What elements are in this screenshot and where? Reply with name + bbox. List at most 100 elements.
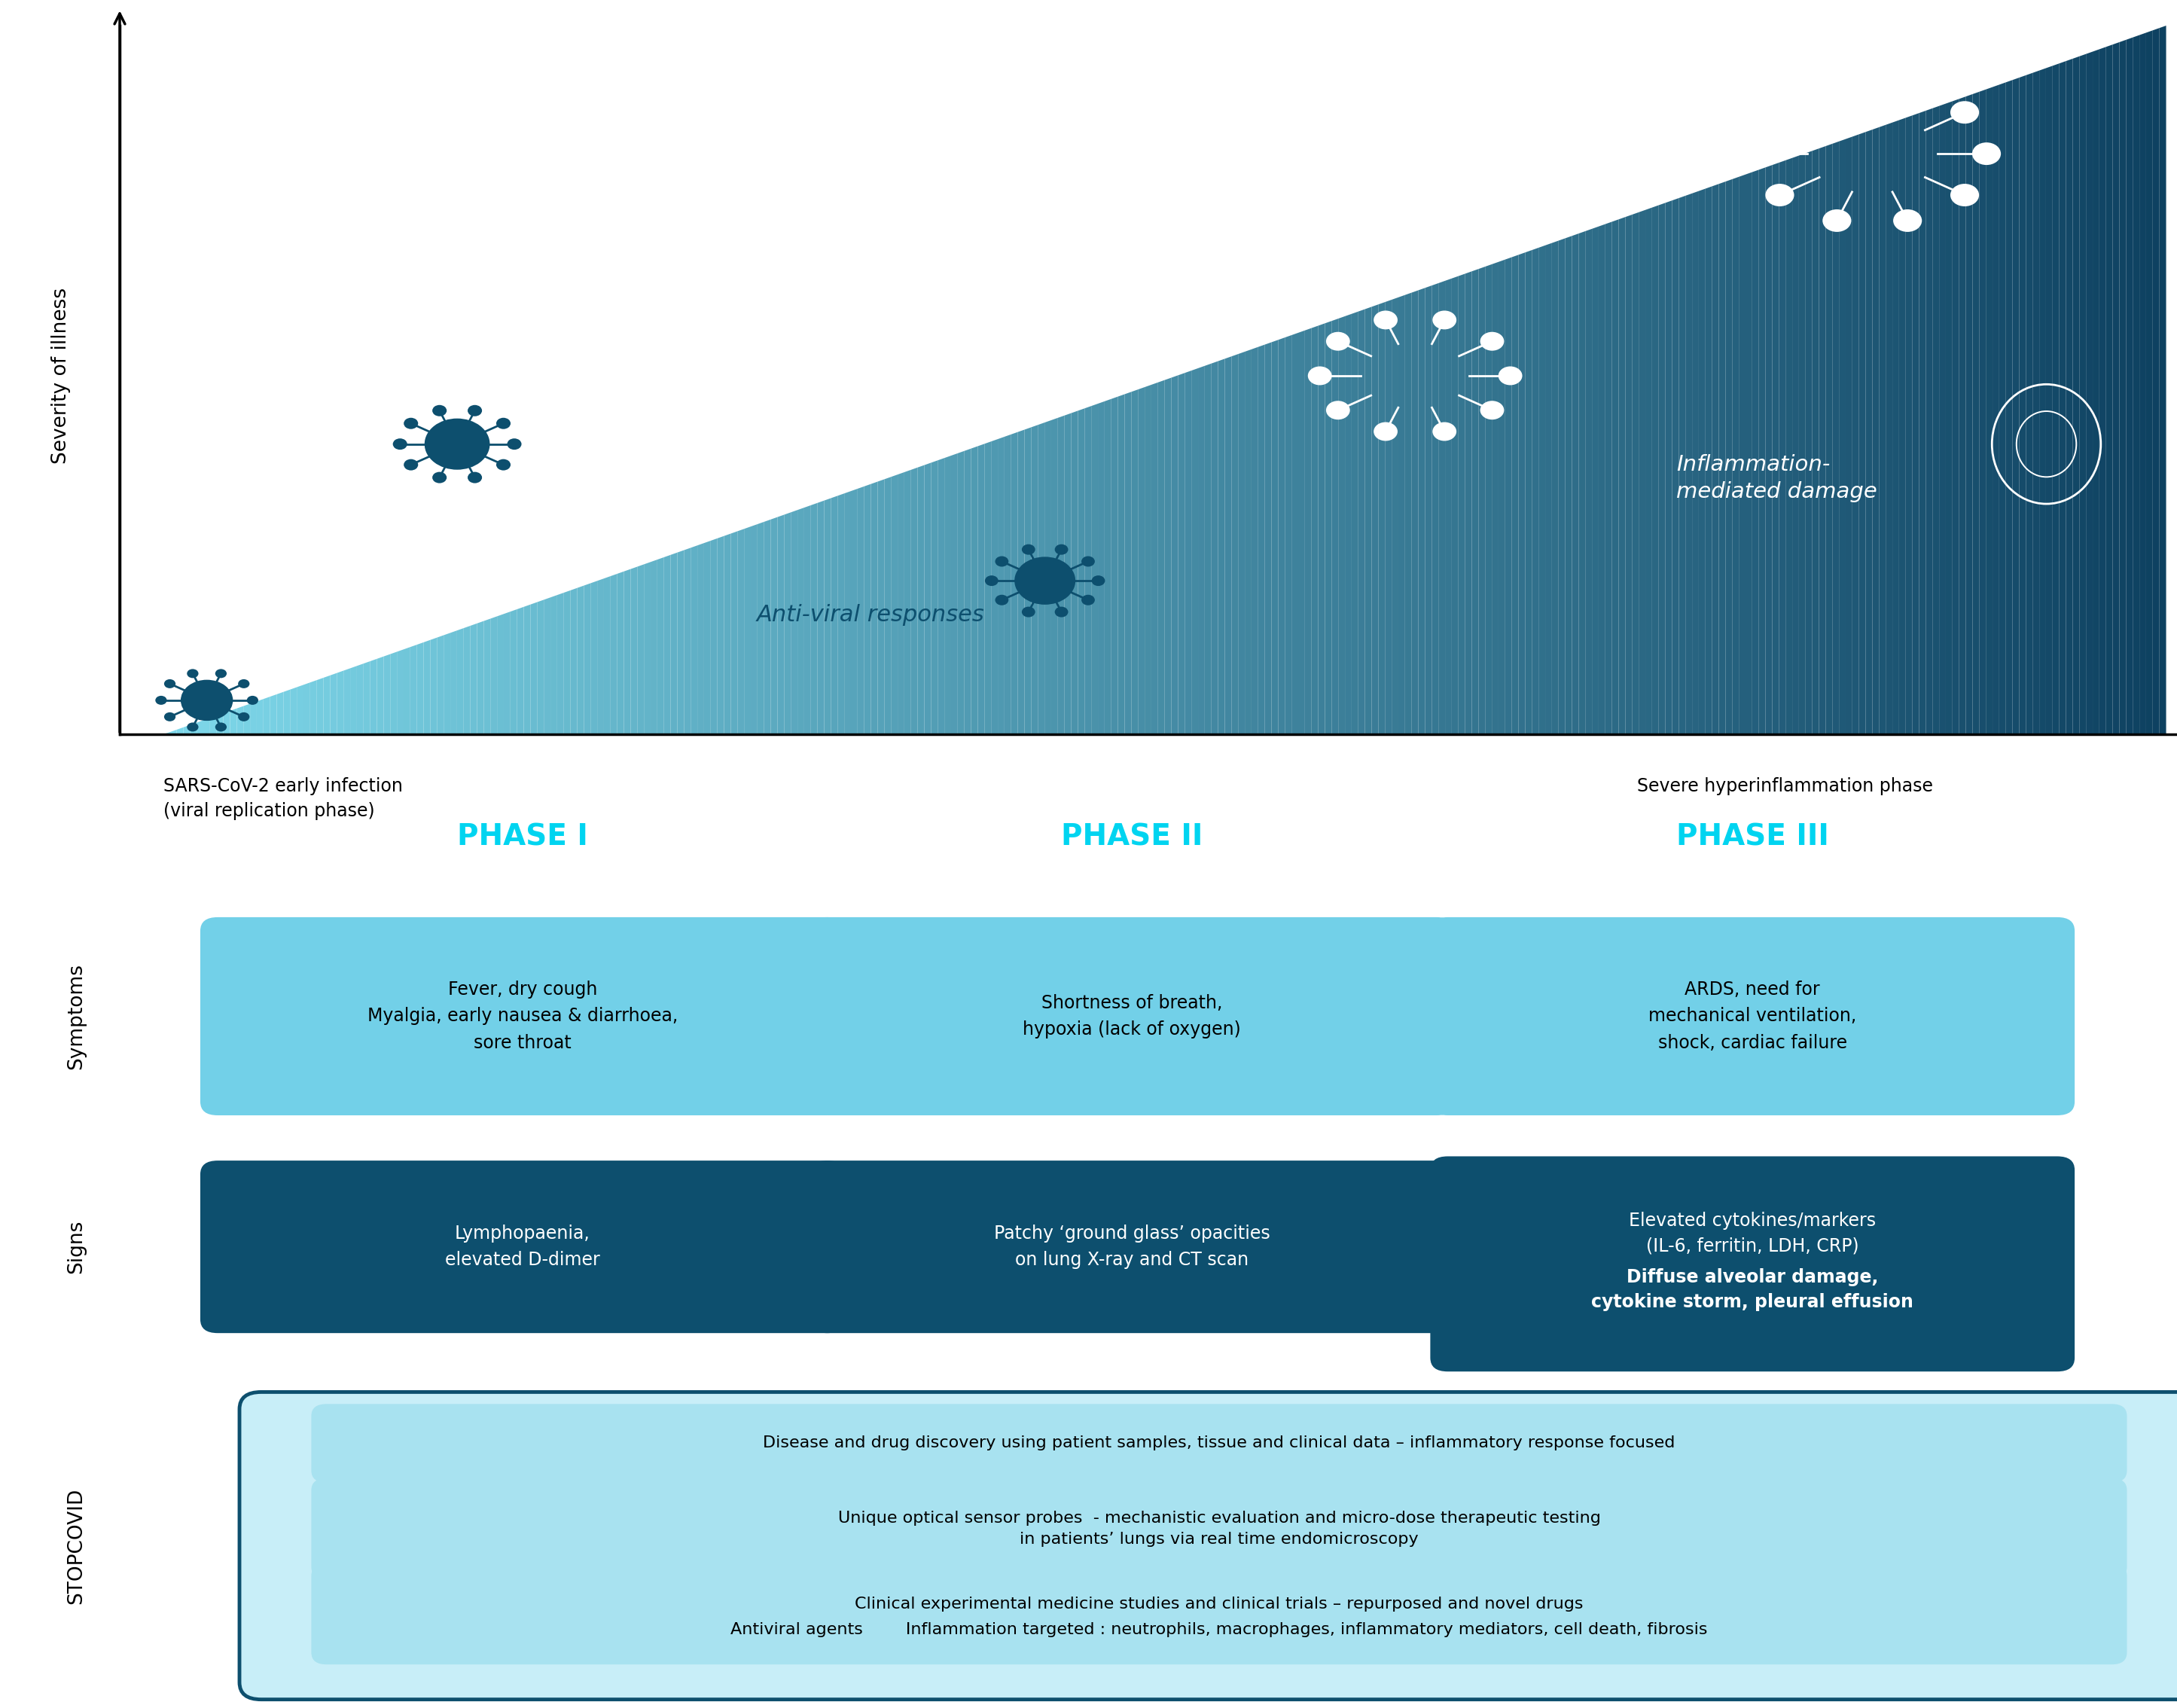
Circle shape xyxy=(1021,606,1036,617)
Polygon shape xyxy=(1019,430,1025,734)
Polygon shape xyxy=(2160,26,2166,734)
Polygon shape xyxy=(544,598,551,734)
FancyBboxPatch shape xyxy=(239,1392,2177,1699)
Polygon shape xyxy=(1178,372,1184,734)
Polygon shape xyxy=(1746,173,1752,734)
Polygon shape xyxy=(483,618,490,734)
Circle shape xyxy=(468,405,481,417)
Circle shape xyxy=(984,576,999,586)
Polygon shape xyxy=(745,526,751,734)
Polygon shape xyxy=(551,594,557,734)
Polygon shape xyxy=(1526,249,1533,734)
Polygon shape xyxy=(1846,137,1853,734)
Polygon shape xyxy=(618,572,625,734)
FancyBboxPatch shape xyxy=(810,917,1454,1115)
Polygon shape xyxy=(1284,335,1291,734)
Polygon shape xyxy=(810,502,819,734)
Polygon shape xyxy=(1252,347,1258,734)
Circle shape xyxy=(468,471,481,483)
Polygon shape xyxy=(764,519,771,734)
Text: Severity of illness: Severity of illness xyxy=(52,287,70,465)
Polygon shape xyxy=(1352,311,1358,734)
Polygon shape xyxy=(1953,99,1959,734)
Circle shape xyxy=(403,459,418,470)
Polygon shape xyxy=(1051,418,1058,734)
Polygon shape xyxy=(1559,239,1565,734)
Circle shape xyxy=(1744,142,1772,166)
Polygon shape xyxy=(503,611,509,734)
Polygon shape xyxy=(1827,143,1833,734)
FancyBboxPatch shape xyxy=(311,1565,2127,1664)
Polygon shape xyxy=(1078,408,1084,734)
Polygon shape xyxy=(170,729,176,734)
Polygon shape xyxy=(997,437,1004,734)
Polygon shape xyxy=(1659,203,1665,734)
Polygon shape xyxy=(1646,208,1652,734)
Polygon shape xyxy=(383,654,390,734)
Polygon shape xyxy=(1811,149,1820,734)
Circle shape xyxy=(433,471,446,483)
Polygon shape xyxy=(1840,138,1846,734)
Polygon shape xyxy=(1071,410,1078,734)
Polygon shape xyxy=(1439,280,1446,734)
Polygon shape xyxy=(797,507,803,734)
Circle shape xyxy=(1480,331,1504,350)
Polygon shape xyxy=(1739,174,1746,734)
Circle shape xyxy=(1498,367,1522,386)
Polygon shape xyxy=(296,685,303,734)
Polygon shape xyxy=(1872,126,1879,734)
Text: Patchy ‘ground glass’ opacities
on lung X-ray and CT scan: Patchy ‘ground glass’ opacities on lung … xyxy=(995,1225,1269,1269)
Polygon shape xyxy=(777,514,784,734)
Polygon shape xyxy=(1892,120,1898,734)
Polygon shape xyxy=(1184,371,1191,734)
Text: SARS-CoV-2 early infection
(viral replication phase): SARS-CoV-2 early infection (viral replic… xyxy=(163,777,403,820)
Polygon shape xyxy=(189,722,196,734)
Circle shape xyxy=(1822,210,1850,232)
Polygon shape xyxy=(1520,253,1526,734)
Polygon shape xyxy=(1239,352,1245,734)
Polygon shape xyxy=(1533,248,1539,734)
Polygon shape xyxy=(370,659,377,734)
Polygon shape xyxy=(864,483,871,734)
Polygon shape xyxy=(1459,273,1465,734)
Polygon shape xyxy=(596,579,603,734)
Polygon shape xyxy=(418,642,425,734)
Polygon shape xyxy=(1485,265,1491,734)
Polygon shape xyxy=(1452,277,1459,734)
Polygon shape xyxy=(318,678,324,734)
Circle shape xyxy=(187,670,198,678)
Circle shape xyxy=(155,695,168,705)
Polygon shape xyxy=(877,480,884,734)
Circle shape xyxy=(1054,545,1069,555)
Polygon shape xyxy=(1598,224,1604,734)
Polygon shape xyxy=(1920,111,1927,734)
Polygon shape xyxy=(1065,413,1071,734)
Polygon shape xyxy=(1805,150,1811,734)
Polygon shape xyxy=(557,593,564,734)
Polygon shape xyxy=(1097,401,1104,734)
Polygon shape xyxy=(1552,241,1559,734)
Polygon shape xyxy=(738,529,745,734)
Polygon shape xyxy=(1311,326,1319,734)
Polygon shape xyxy=(610,574,618,734)
Polygon shape xyxy=(1966,94,1972,734)
Polygon shape xyxy=(1291,333,1297,734)
Polygon shape xyxy=(1652,205,1659,734)
Polygon shape xyxy=(2020,75,2027,734)
Polygon shape xyxy=(991,439,997,734)
Polygon shape xyxy=(1258,345,1265,734)
Polygon shape xyxy=(1792,155,1798,734)
Polygon shape xyxy=(357,663,364,734)
Polygon shape xyxy=(403,647,409,734)
Polygon shape xyxy=(1084,407,1091,734)
Polygon shape xyxy=(2120,39,2127,734)
Circle shape xyxy=(1951,101,1979,123)
Polygon shape xyxy=(1032,425,1038,734)
Polygon shape xyxy=(1733,178,1739,734)
Circle shape xyxy=(995,557,1008,567)
Text: Disease and drug discovery using patient samples, tissue and clinical data – inf: Disease and drug discovery using patient… xyxy=(762,1436,1676,1450)
Circle shape xyxy=(1326,401,1350,420)
Polygon shape xyxy=(570,588,577,734)
Polygon shape xyxy=(2153,27,2160,734)
FancyBboxPatch shape xyxy=(200,1161,845,1332)
